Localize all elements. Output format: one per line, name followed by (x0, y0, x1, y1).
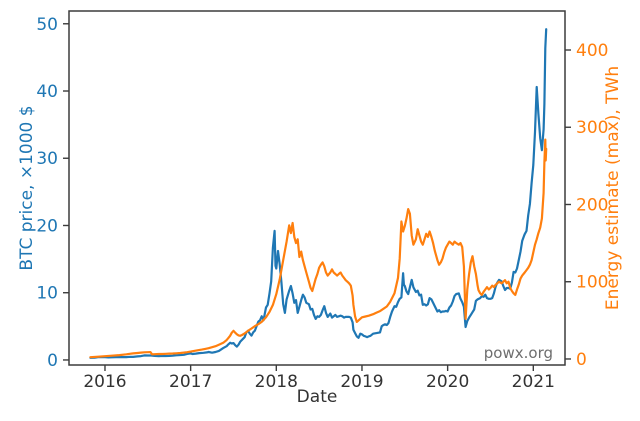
left-tick-label: 40 (36, 82, 58, 102)
right-tick-label: 200 (576, 195, 608, 215)
left-tick-label: 20 (36, 216, 58, 236)
x-tick-label: 2019 (340, 372, 383, 392)
right-tick-label: 300 (576, 118, 608, 138)
btc-price-line (89, 28, 548, 359)
right-tick-label: 400 (576, 41, 608, 61)
right-tick-label: 100 (576, 273, 608, 293)
right-tick-label: 0 (576, 350, 587, 370)
right-y-axis-title: Energy estimate (max), TWh (603, 65, 623, 311)
x-tick-label: 2020 (426, 372, 469, 392)
x-tick-label: 2016 (83, 372, 126, 392)
x-axis-title: Date (296, 387, 338, 407)
watermark-text: powx.org (483, 344, 553, 362)
x-tick-label: 2017 (169, 372, 212, 392)
left-tick-label: 30 (36, 149, 58, 169)
left-tick-label: 0 (47, 351, 58, 371)
left-tick-label: 50 (36, 15, 58, 35)
x-tick-label: 2021 (512, 372, 555, 392)
energy-estimate-line (89, 138, 548, 359)
plot-spines (68, 10, 566, 366)
left-tick-label: 10 (36, 284, 58, 304)
left-y-axis-title: BTC price, ×1000 $ (17, 105, 37, 271)
x-tick-label: 2018 (255, 372, 298, 392)
